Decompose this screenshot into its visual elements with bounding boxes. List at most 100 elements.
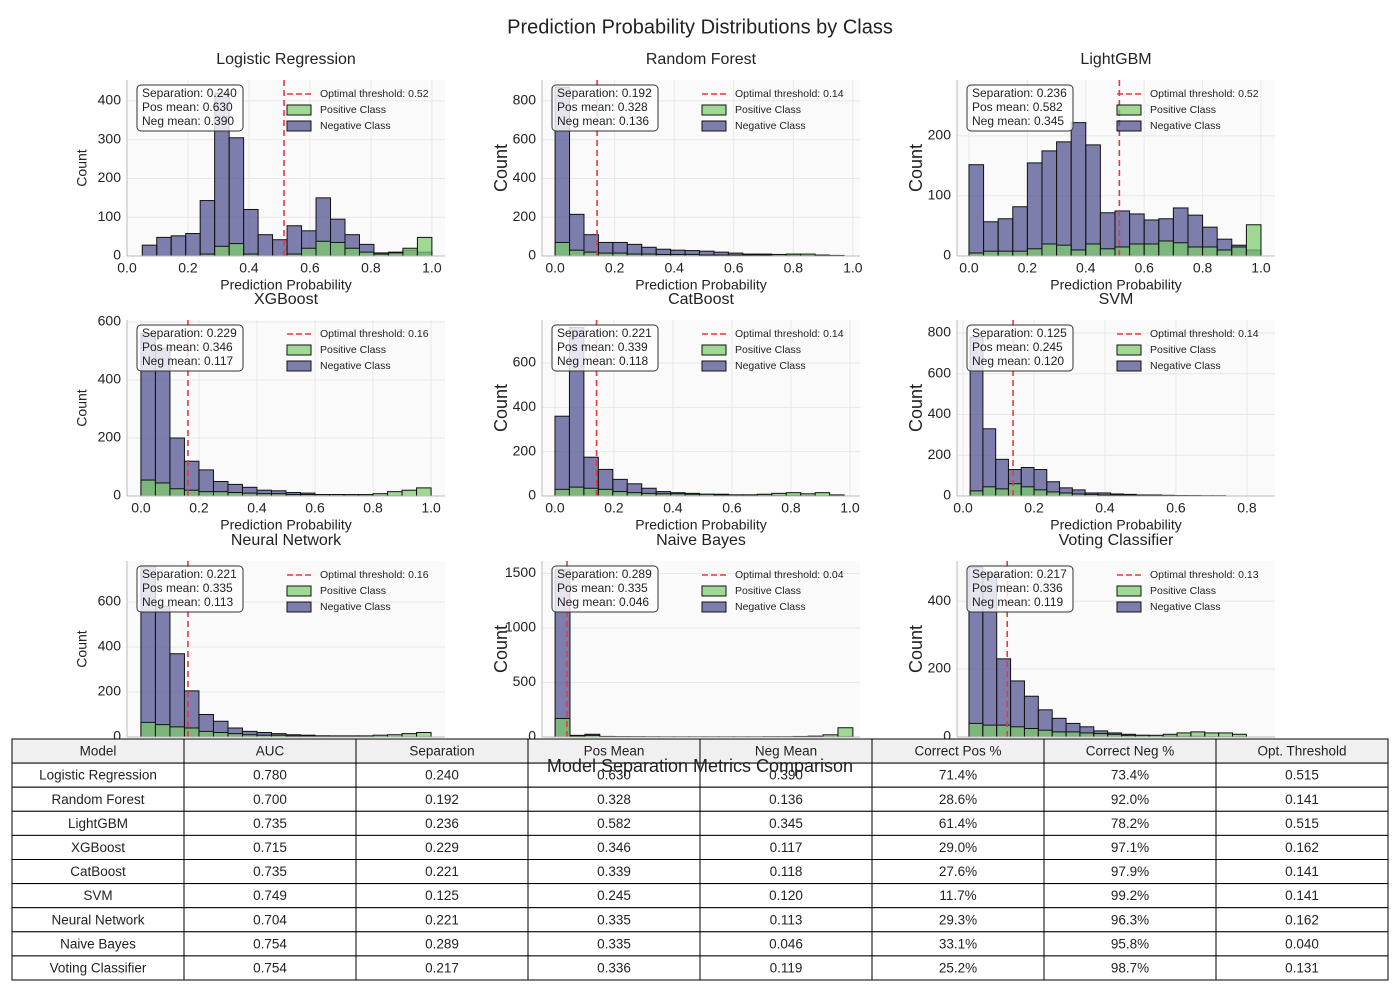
histogram-bar	[1245, 224, 1262, 257]
x-tick-label: 0.0	[953, 500, 973, 516]
table-cell-text: 0.141	[1285, 792, 1319, 807]
legend-swatch	[701, 104, 727, 116]
x-tick-label: 0.0	[545, 260, 565, 276]
y-tick-label: 1500	[505, 564, 536, 580]
table-cell-text: XGBoost	[71, 840, 125, 855]
table-cell	[1215, 762, 1389, 788]
legend-swatch	[1116, 104, 1142, 116]
y-axis-label: Count	[74, 149, 90, 186]
subplot-title: Naive Bayes	[656, 532, 746, 549]
annotation-text: Separation: 0.192	[557, 86, 652, 100]
histogram-bar	[154, 605, 171, 738]
x-tick-label: 0.4	[1076, 260, 1096, 276]
histogram-bar	[1079, 732, 1095, 738]
annotation-text: Pos mean: 0.245	[972, 340, 1063, 354]
histogram-bar	[1218, 732, 1234, 738]
table-cell-text: 0.229	[425, 840, 459, 855]
table-header-text: AUC	[256, 744, 285, 759]
histogram-bar	[1070, 122, 1087, 257]
histogram-bar	[402, 247, 418, 257]
histogram-bar	[612, 491, 628, 497]
table-cell-text: 0.780	[253, 768, 287, 783]
annotation-text: Neg mean: 0.345	[972, 114, 1064, 128]
y-axis-label: Count	[906, 144, 926, 192]
legend-label: Optimal threshold: 0.52	[320, 88, 429, 100]
x-axis-label: Prediction Probability	[635, 277, 767, 293]
histogram-bar	[968, 164, 985, 257]
table-cell	[1215, 834, 1389, 861]
x-tick-label: 0.6	[724, 260, 744, 276]
x-tick-label: 0.6	[1134, 260, 1154, 276]
legend-label: Positive Class	[735, 585, 801, 597]
table-cell-text: Naive Bayes	[60, 936, 136, 951]
histogram-bar	[169, 488, 185, 497]
y-tick-label: 400	[98, 638, 122, 654]
legend-swatch	[701, 360, 727, 372]
x-tick-label: 0.2	[178, 260, 198, 276]
table-header-cell	[355, 738, 529, 764]
y-tick-label: 100	[98, 208, 122, 224]
table-cell	[355, 834, 529, 861]
table-header-text: Neg Mean	[755, 744, 817, 759]
histogram-bar	[1012, 250, 1028, 257]
histogram-bar	[1065, 731, 1081, 738]
x-tick-label: 0.0	[117, 260, 137, 276]
table-cell	[1043, 786, 1217, 812]
legend-swatch	[286, 360, 312, 372]
histogram-bar	[1056, 141, 1072, 257]
x-tick-label: 0.0	[959, 260, 979, 276]
histogram-bar	[997, 250, 1014, 257]
legend-label: Negative Class	[1150, 360, 1221, 372]
y-tick-label: 600	[513, 130, 537, 146]
table-cell-text: 0.162	[1285, 840, 1319, 855]
legend-label: Negative Class	[1150, 120, 1221, 132]
table-cell-text: Random Forest	[51, 792, 144, 807]
y-axis-label: Count	[491, 384, 511, 432]
legend-label: Positive Class	[320, 344, 386, 356]
table-cell-text: 0.335	[597, 912, 631, 927]
histogram-bar	[1012, 206, 1028, 257]
histogram-bar	[1204, 732, 1220, 738]
annotation-text: Neg mean: 0.119	[972, 595, 1063, 609]
annotation-box	[551, 565, 659, 613]
table-cell	[527, 834, 701, 861]
table-cell	[183, 762, 357, 788]
annotation-box	[551, 324, 659, 372]
table-cell-text: 97.1%	[1111, 840, 1149, 855]
legend-label: Positive Class	[735, 104, 801, 116]
histogram-bar	[982, 724, 998, 738]
table-cell	[183, 786, 357, 812]
table-cell	[871, 859, 1045, 885]
subplot-title: LightGBM	[1080, 51, 1151, 68]
histogram-bar	[198, 730, 214, 738]
histogram-bar	[1231, 246, 1247, 257]
histogram-bar	[1216, 249, 1233, 257]
table-cell-text: 0.630	[597, 768, 631, 783]
histogram-bar	[983, 250, 999, 257]
histogram-bar	[837, 727, 854, 738]
table-header-cell	[699, 738, 873, 764]
y-tick-label: 800	[513, 92, 537, 108]
table-header-text: Pos Mean	[584, 744, 645, 759]
table-cell-text: 71.4%	[939, 768, 977, 783]
subplot-title: Random Forest	[646, 51, 757, 68]
table-title: Model Separation Metrics Comparison	[547, 756, 853, 776]
y-tick-label: 0	[113, 728, 121, 744]
y-tick-label: 800	[928, 324, 952, 340]
histogram-bar	[228, 137, 245, 257]
table-cell-text: 29.3%	[939, 912, 977, 927]
x-tick-label: 0.8	[784, 260, 804, 276]
y-axis-label: Count	[906, 625, 926, 673]
subplot-title: XGBoost	[254, 291, 319, 308]
table-cell-text: 0.221	[425, 864, 459, 879]
table-cell	[1215, 883, 1389, 909]
table-cell-text: Logistic Regression	[39, 768, 157, 783]
table-cell-text: 0.046	[769, 936, 803, 951]
table-cell	[1043, 955, 1217, 981]
table-cell	[1043, 834, 1217, 861]
x-axis-label: Prediction Probability	[220, 517, 352, 533]
histogram-bar	[169, 437, 185, 497]
y-tick-label: 500	[513, 673, 537, 689]
table-cell-text: 0.289	[425, 936, 459, 951]
